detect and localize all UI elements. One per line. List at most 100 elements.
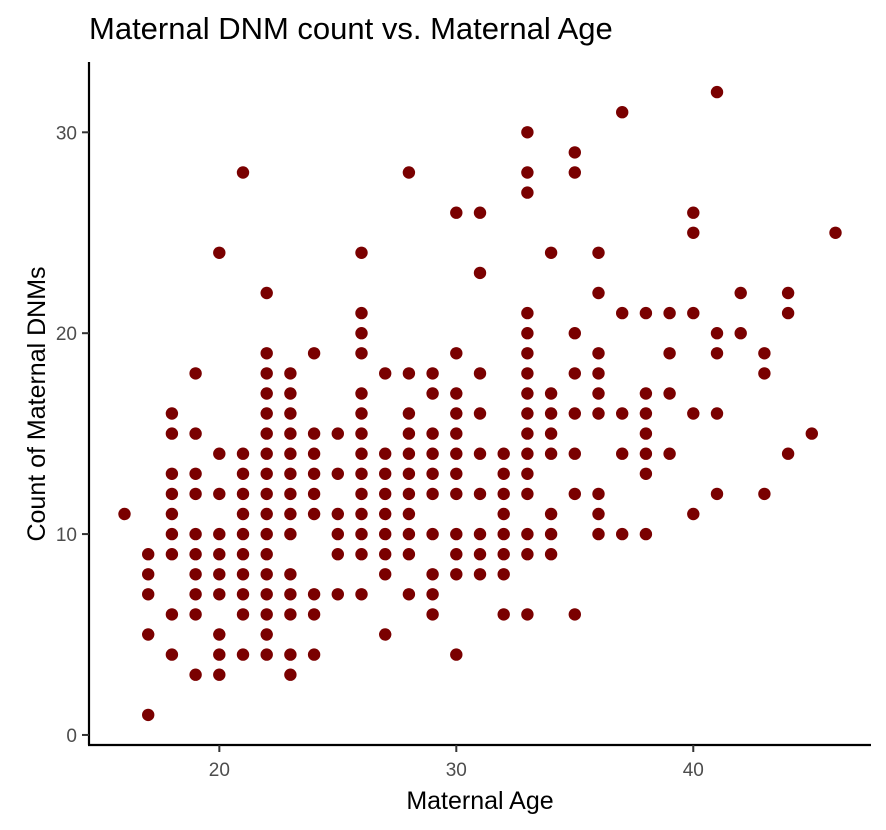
data-point bbox=[284, 447, 297, 460]
data-point bbox=[284, 568, 297, 581]
data-point bbox=[284, 668, 297, 681]
data-point bbox=[639, 387, 653, 400]
data-point bbox=[568, 327, 581, 340]
chart-title: Maternal DNM count vs. Maternal Age bbox=[89, 11, 613, 46]
data-point bbox=[379, 367, 392, 380]
data-point bbox=[165, 507, 179, 521]
data-point bbox=[189, 527, 202, 541]
data-point bbox=[710, 347, 724, 360]
data-point bbox=[260, 487, 273, 501]
data-point bbox=[142, 568, 155, 581]
data-point bbox=[260, 588, 273, 601]
data-point bbox=[236, 608, 250, 621]
data-point bbox=[426, 487, 439, 501]
data-point bbox=[284, 507, 297, 521]
data-point bbox=[142, 588, 155, 601]
data-point bbox=[758, 487, 771, 501]
data-point bbox=[639, 306, 653, 320]
data-point bbox=[473, 447, 487, 460]
data-point bbox=[734, 286, 747, 300]
data-point bbox=[213, 487, 226, 501]
data-point bbox=[213, 447, 226, 460]
data-point bbox=[260, 387, 273, 400]
data-point bbox=[829, 226, 842, 239]
data-point bbox=[355, 467, 368, 480]
data-point bbox=[379, 628, 392, 641]
data-point bbox=[497, 447, 510, 460]
data-point bbox=[616, 306, 629, 320]
data-point bbox=[402, 467, 416, 480]
data-point bbox=[355, 407, 368, 420]
data-point bbox=[355, 306, 368, 320]
data-point bbox=[165, 527, 179, 541]
y-tick-label: 30 bbox=[56, 123, 77, 144]
data-point bbox=[165, 487, 179, 501]
data-point bbox=[616, 407, 629, 420]
x-tick-label: 20 bbox=[209, 760, 230, 781]
data-point bbox=[592, 487, 605, 501]
data-point bbox=[521, 548, 534, 561]
data-point bbox=[450, 347, 463, 360]
data-point bbox=[165, 648, 179, 661]
data-point bbox=[734, 327, 747, 340]
data-point bbox=[521, 407, 534, 420]
data-point bbox=[260, 507, 273, 521]
data-point bbox=[379, 568, 392, 581]
data-point bbox=[379, 467, 392, 480]
data-point bbox=[616, 106, 629, 119]
data-point bbox=[307, 648, 321, 661]
data-point bbox=[260, 467, 273, 480]
data-point bbox=[402, 367, 416, 380]
data-point bbox=[189, 427, 202, 440]
data-point bbox=[118, 507, 131, 521]
data-point bbox=[189, 487, 202, 501]
data-point bbox=[402, 527, 416, 541]
data-point bbox=[544, 527, 558, 541]
data-point bbox=[497, 507, 510, 521]
data-point bbox=[307, 507, 321, 521]
data-point bbox=[402, 548, 416, 561]
data-point bbox=[616, 447, 629, 460]
data-point bbox=[450, 548, 463, 561]
data-point bbox=[142, 548, 155, 561]
data-point bbox=[426, 527, 439, 541]
x-ticks: 20 30 40 bbox=[209, 745, 704, 781]
data-point bbox=[284, 527, 297, 541]
data-point bbox=[473, 527, 487, 541]
data-point bbox=[544, 407, 558, 420]
data-point bbox=[307, 467, 321, 480]
data-point bbox=[781, 286, 795, 300]
data-point bbox=[450, 427, 463, 440]
data-point bbox=[236, 447, 250, 460]
data-point bbox=[379, 507, 392, 521]
data-point bbox=[497, 608, 510, 621]
data-point bbox=[450, 487, 463, 501]
data-point bbox=[450, 447, 463, 460]
data-point bbox=[402, 588, 416, 601]
data-point bbox=[592, 347, 605, 360]
data-point bbox=[639, 467, 653, 480]
data-point bbox=[473, 548, 487, 561]
data-point bbox=[687, 507, 700, 521]
data-point bbox=[402, 447, 416, 460]
data-point bbox=[165, 608, 179, 621]
y-tick-label: 20 bbox=[56, 324, 77, 345]
y-axis-title: Count of Maternal DNMs bbox=[23, 266, 51, 541]
data-point bbox=[189, 467, 202, 480]
data-point bbox=[355, 246, 368, 259]
data-point bbox=[260, 568, 273, 581]
data-point bbox=[213, 568, 226, 581]
data-point bbox=[402, 166, 416, 179]
data-point bbox=[497, 548, 510, 561]
data-point bbox=[355, 447, 368, 460]
data-point bbox=[142, 628, 155, 641]
data-point bbox=[284, 427, 297, 440]
data-point bbox=[426, 588, 439, 601]
data-point bbox=[450, 568, 463, 581]
data-point bbox=[355, 487, 368, 501]
y-tick-label: 0 bbox=[66, 726, 77, 747]
data-point bbox=[402, 507, 416, 521]
data-point bbox=[568, 608, 581, 621]
data-point bbox=[450, 206, 463, 219]
data-point bbox=[284, 648, 297, 661]
